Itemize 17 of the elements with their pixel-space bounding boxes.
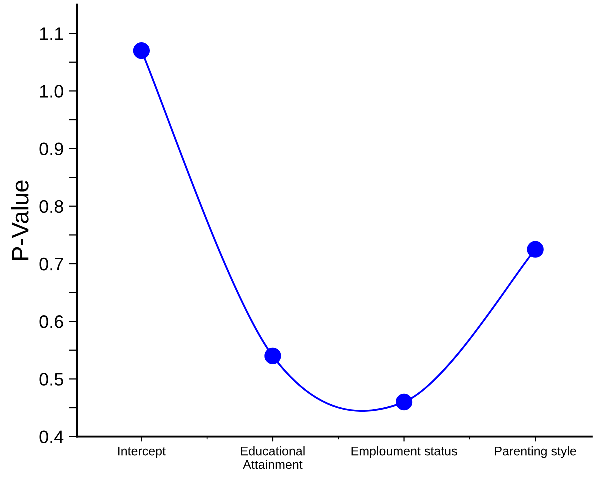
point xyxy=(527,241,544,258)
y-tick-label: 0.4 xyxy=(40,430,64,444)
y-tick-label: 1.0 xyxy=(40,85,64,98)
y-tick-label: 0.7 xyxy=(40,258,64,271)
x-tick-label: Educational Attainment xyxy=(241,446,305,470)
y-tick-label: 1.1 xyxy=(40,28,64,40)
y-axis-title: P-Value xyxy=(11,180,29,260)
point xyxy=(396,394,413,411)
x-tick-label: Emploument status xyxy=(352,446,458,458)
x-tick-label: Intercept xyxy=(118,446,166,458)
point xyxy=(264,348,282,364)
point xyxy=(133,42,150,60)
y-tick-label: 0.8 xyxy=(40,200,64,214)
x-tick-label: Parenting style xyxy=(495,446,576,458)
y-tick-label: 0.9 xyxy=(40,142,64,156)
y-tick-label: 0.6 xyxy=(40,316,64,328)
y-tick-label: 0.5 xyxy=(40,373,64,386)
